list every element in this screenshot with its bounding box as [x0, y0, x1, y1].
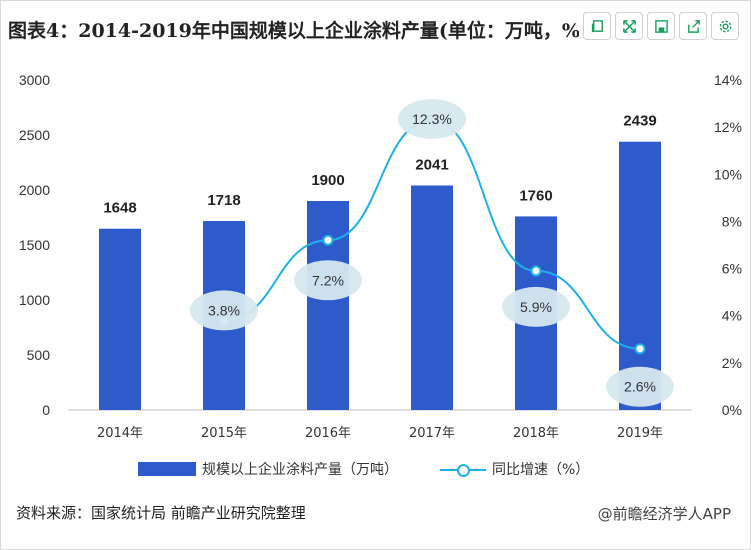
- x-tick-label: 2014年: [97, 426, 143, 441]
- line-data-label: 5.9%: [520, 299, 552, 315]
- bar-data-label: 1648: [103, 200, 136, 217]
- line-label-bubble: [398, 99, 466, 140]
- legend-line-label: 同比增速（%）: [492, 462, 590, 478]
- line-point-2: [322, 234, 334, 246]
- x-tick-label: 2016年: [305, 426, 351, 441]
- chart-plot: 0 500 1000 1500 2000 2500 3000 0% 2% 4% 6% 8% 10% 12%…: [19, 72, 742, 441]
- x-tick-label: 2017年: [409, 426, 455, 441]
- line-label-bubble: [294, 260, 362, 301]
- bar-0: [99, 228, 141, 410]
- y-left-tick-label: 500: [27, 347, 51, 363]
- y-left-tick-label: 3000: [19, 72, 50, 88]
- bar-5: [619, 141, 661, 410]
- legend-bar-label: 规模以上企业涂料产量（万吨）: [202, 462, 398, 478]
- legend-line-swatch: [440, 462, 486, 477]
- bar-data-label: 2439: [623, 113, 656, 130]
- y-right-tick-label: 8%: [722, 213, 742, 229]
- source-note: 资料来源：国家统计局 前瞻产业研究院整理: [16, 504, 306, 522]
- chart-toolbar: [579, 10, 743, 42]
- y-right-tick-label: 6%: [722, 261, 742, 277]
- x-tick-label: 2018年: [513, 426, 559, 441]
- y-left-tick-label: 1000: [19, 292, 50, 308]
- legend-bar-swatch: [138, 462, 196, 476]
- y-left-tick-label: 2500: [19, 127, 50, 143]
- bar-data-label: 1900: [311, 172, 344, 189]
- line-data-label: 7.2%: [312, 272, 344, 288]
- expand-icon[interactable]: [615, 12, 643, 40]
- y-right-tick-label: 12%: [714, 119, 742, 135]
- line-label-bubble: [190, 290, 258, 331]
- save-icon[interactable]: [647, 12, 675, 40]
- settings-icon[interactable]: [711, 12, 739, 40]
- line-label-bubble: [606, 366, 674, 407]
- line-label-bubble: [502, 286, 570, 327]
- bar-data-label: 2041: [415, 156, 448, 173]
- chart-legend: 规模以上企业涂料产量（万吨） 同比增速（%）: [138, 459, 589, 479]
- y-right-tick-label: 2%: [722, 355, 742, 371]
- y-left-tick-label: 1500: [19, 237, 50, 253]
- x-tick-label: 2019年: [617, 426, 663, 441]
- line-point-4: [530, 265, 542, 277]
- y-right-tick-label: 14%: [714, 72, 742, 88]
- y-right-tick-label: 0%: [722, 402, 742, 418]
- watermark-text: @前瞻经济学人APP: [597, 505, 731, 523]
- bar-data-label: 1760: [519, 187, 552, 204]
- chart-title: 图表4：2014-2019年中国规模以上企业涂料产量(单位：万吨，%): [8, 20, 589, 42]
- y-right-tick-label: 4%: [722, 308, 742, 324]
- x-tick-label: 2015年: [201, 426, 247, 441]
- bar-data-label: 1718: [207, 192, 240, 209]
- line-data-label: 12.3%: [412, 111, 452, 127]
- copy-icon[interactable]: [583, 12, 611, 40]
- bar-3: [411, 185, 453, 410]
- line-point-5: [634, 343, 646, 355]
- y-left-tick-label: 2000: [19, 182, 50, 198]
- line-data-label: 2.6%: [624, 379, 656, 395]
- line-data-label: 3.8%: [208, 302, 240, 318]
- y-left-tick-label: 0: [42, 402, 50, 418]
- y-right-tick-label: 10%: [714, 166, 742, 182]
- share-icon[interactable]: [679, 12, 707, 40]
- bar-2: [307, 201, 349, 410]
